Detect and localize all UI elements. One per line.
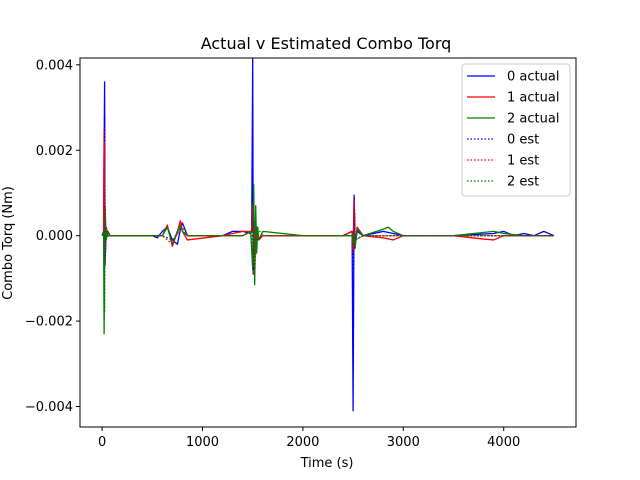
axes-frame [79, 57, 577, 428]
y-tick-label: −0.004 [25, 400, 73, 415]
y-tick-label: −0.002 [25, 315, 73, 330]
y-tick-label: 0.000 [36, 229, 73, 244]
legend-label: 0 actual [507, 70, 559, 85]
y-tick-label: 0.002 [36, 144, 73, 159]
legend-label: 2 actual [507, 112, 559, 127]
legend-label: 1 est [507, 154, 539, 169]
legend: 0 actual 1 actual 2 actual 0 est 1 est 2 est [461, 63, 571, 197]
y-axis-title: Combo Torq (Nm) [1, 186, 16, 300]
legend-label: 2 est [507, 175, 539, 190]
x-tick-label: 2000 [286, 435, 319, 450]
series-line-2-est [101, 192, 554, 314]
x-tick-label: 0 [98, 435, 106, 450]
x-tick-label: 3000 [387, 435, 420, 450]
series-line-1-est [101, 141, 554, 267]
legend-label: 0 est [507, 133, 539, 148]
y-axis: −0.004 −0.002 0.000 0.002 0.004 [25, 58, 80, 415]
legend-label: 1 actual [507, 91, 559, 106]
y-tick-label: 0.004 [36, 58, 73, 73]
chart-title: Actual v Estimated Combo Torq [201, 34, 452, 53]
x-tick-label: 4000 [487, 435, 520, 450]
series-layer [101, 58, 555, 412]
x-axis-title: Time (s) [300, 456, 354, 471]
x-axis: 0 1000 2000 3000 4000 [98, 427, 520, 450]
x-tick-label: 1000 [186, 435, 219, 450]
